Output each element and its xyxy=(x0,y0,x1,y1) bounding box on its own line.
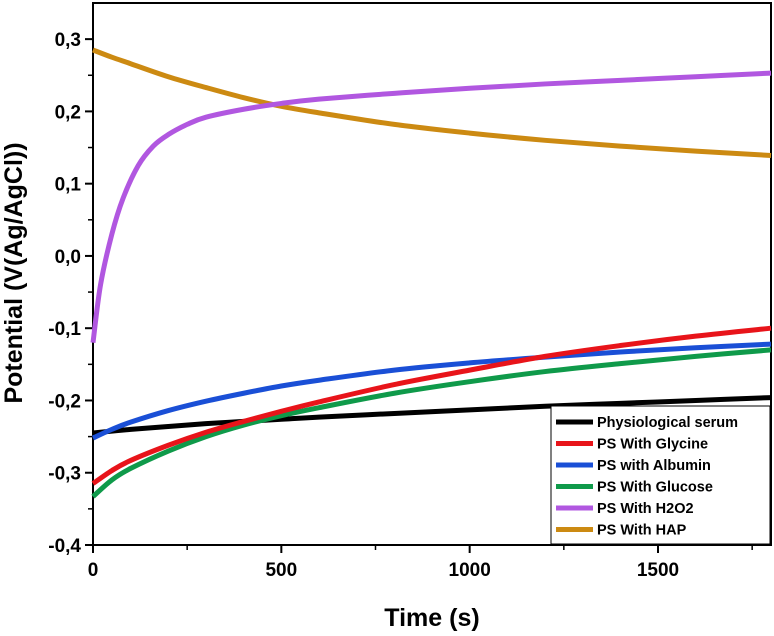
legend-label-ps-with-hap: PS With HAP xyxy=(597,523,687,539)
x-axis-title: Time (s) xyxy=(384,604,479,632)
plot-frame xyxy=(92,2,772,546)
tick-marks xyxy=(85,38,753,553)
x-tick-label: 1000 xyxy=(449,560,491,581)
series-line-ps-with-hap xyxy=(92,47,772,158)
series-line-ps-with-glucose xyxy=(91,347,772,499)
series-lines xyxy=(90,47,772,499)
y-tick-label: -0,4 xyxy=(48,536,81,557)
y-axis-title: Potential (V(Ag/AgCl)) xyxy=(0,142,28,403)
y-tick-label: 0,1 xyxy=(55,175,82,196)
y-tick-label: -0,3 xyxy=(48,464,81,485)
y-tick-label: 0,3 xyxy=(55,30,81,51)
series-line-physiological-serum xyxy=(92,395,772,436)
legend-items: Physiological serum PS With Glycine PS wit… xyxy=(556,415,738,539)
y-tick-label: 0,0 xyxy=(55,247,81,268)
x-tick-label: 0 xyxy=(88,560,99,581)
y-tick-label: -0,2 xyxy=(48,391,81,412)
legend-label-ps-with-glucose: PS With Glucose xyxy=(597,480,713,496)
y-tick-label: -0,1 xyxy=(48,319,81,340)
legend-label-ps-with-h2o2: PS With H2O2 xyxy=(597,501,694,517)
series-line-ps-with-h2o2 xyxy=(90,70,772,343)
series-line-ps-with-albumin xyxy=(91,341,772,441)
legend: Physiological serum PS With Glycine PS wit… xyxy=(550,405,771,545)
legend-label-physiological-serum: Physiological serum xyxy=(597,415,738,431)
tick-labels: 0 500 1000 1500 -0,4 -0,3 -0,2 -0,1 0,0 0,1 0,2 0,3 xyxy=(48,30,679,581)
y-tick-label: 0,2 xyxy=(55,102,81,123)
x-tick-label: 500 xyxy=(265,560,297,581)
legend-label-ps-with-glycine: PS With Glycine xyxy=(597,437,708,453)
legend-box xyxy=(550,405,771,545)
x-tick-label: 1500 xyxy=(637,560,679,581)
legend-label-ps-with-albumin: PS with Albumin xyxy=(597,458,711,474)
series-line-ps-with-glycine xyxy=(91,325,772,486)
